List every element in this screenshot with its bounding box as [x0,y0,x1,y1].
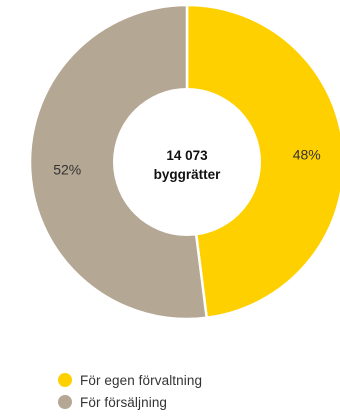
legend-label: För egen förvaltning [80,372,203,388]
donut-chart: 48% 52% 14 073 byggrätter [28,3,340,321]
chart-legend: För egen förvaltning För försäljning [58,370,202,414]
slice-labels: 48% 52% [53,146,321,177]
slice-label-1: 48% [293,146,321,162]
legend-swatch-taupe [58,395,72,409]
legend-item-egen-forvaltning: För egen förvaltning [58,370,202,390]
center-total-label: byggrätter [154,167,222,182]
donut-slice-1 [185,3,340,320]
donut-hole [113,88,261,236]
legend-swatch-yellow [58,373,72,387]
center-total-value: 14 073 [166,148,208,163]
legend-item-forsaljning: För försäljning [58,392,202,412]
legend-label: För försäljning [80,394,168,410]
slice-label-2: 52% [53,162,81,178]
